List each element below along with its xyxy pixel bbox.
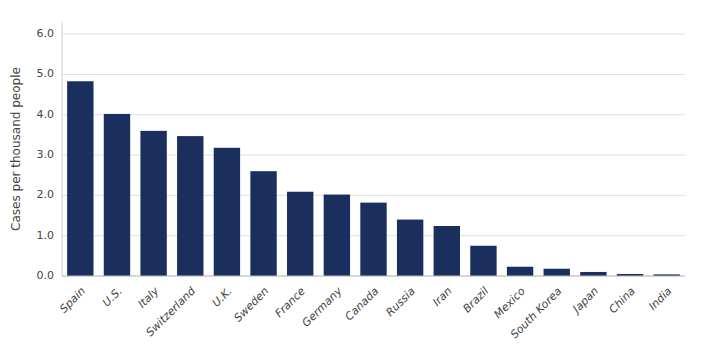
x-tick-label: Germany <box>300 284 345 329</box>
x-tick-label: Brazil <box>460 285 491 316</box>
x-tick-label: Mexico <box>491 284 528 321</box>
bar <box>140 131 166 276</box>
x-tick-label: U.K. <box>210 285 235 310</box>
chart: 0.0 1.0 2.0 3.0 4.0 5.0 6.0 Spain U.S. ItalySwitz… <box>0 0 701 360</box>
x-tick-label: Italy <box>135 284 161 310</box>
y-tick-label: 4.0 <box>37 108 55 121</box>
bar <box>287 192 313 276</box>
x-tick-label: China <box>606 284 638 316</box>
grid-line <box>62 114 685 115</box>
bar <box>397 220 423 276</box>
bars <box>67 81 680 276</box>
bar <box>67 81 93 276</box>
x-axis-line <box>62 276 685 277</box>
y-tick-label: 3.0 <box>37 148 55 161</box>
bar <box>324 195 350 276</box>
x-tick-label: Canada <box>342 284 381 323</box>
y-tick-label: 6.0 <box>37 27 55 40</box>
bar <box>544 269 570 276</box>
x-tick-label: India <box>646 284 674 312</box>
bar <box>177 136 203 276</box>
y-tick-label: 2.0 <box>37 188 55 201</box>
y-tick-label: 1.0 <box>37 229 55 242</box>
bar <box>104 114 130 276</box>
x-tick-label: U.S. <box>100 285 125 310</box>
y-axis-line <box>62 22 63 276</box>
x-tick-label: South Korea <box>508 284 565 341</box>
x-tick-label: Iran <box>430 285 454 309</box>
y-axis-label: Cases per thousand people <box>9 67 23 231</box>
grid-line <box>62 276 685 277</box>
x-tick-label: Spain <box>57 285 88 316</box>
y-tick-label: 5.0 <box>37 67 55 80</box>
bar <box>250 171 276 276</box>
bar <box>214 148 240 276</box>
x-tick-label: France <box>272 284 308 320</box>
x-tick-label: Sweden <box>231 285 271 325</box>
x-tick-label: Japan <box>569 285 601 317</box>
grid <box>62 34 685 276</box>
bar <box>580 272 606 276</box>
bar <box>470 246 496 276</box>
grid-line <box>62 34 685 35</box>
bar <box>434 226 460 276</box>
chart-container: 0.0 1.0 2.0 3.0 4.0 5.0 6.0 Spain U.S. ItalySwitz… <box>0 0 701 360</box>
y-tick-label: 0.0 <box>37 269 55 282</box>
grid-line <box>62 74 685 75</box>
x-tick-label: Russia <box>383 284 418 319</box>
x-tick-label: Switzerland <box>143 284 198 339</box>
bar <box>507 267 533 276</box>
bar <box>360 203 386 276</box>
